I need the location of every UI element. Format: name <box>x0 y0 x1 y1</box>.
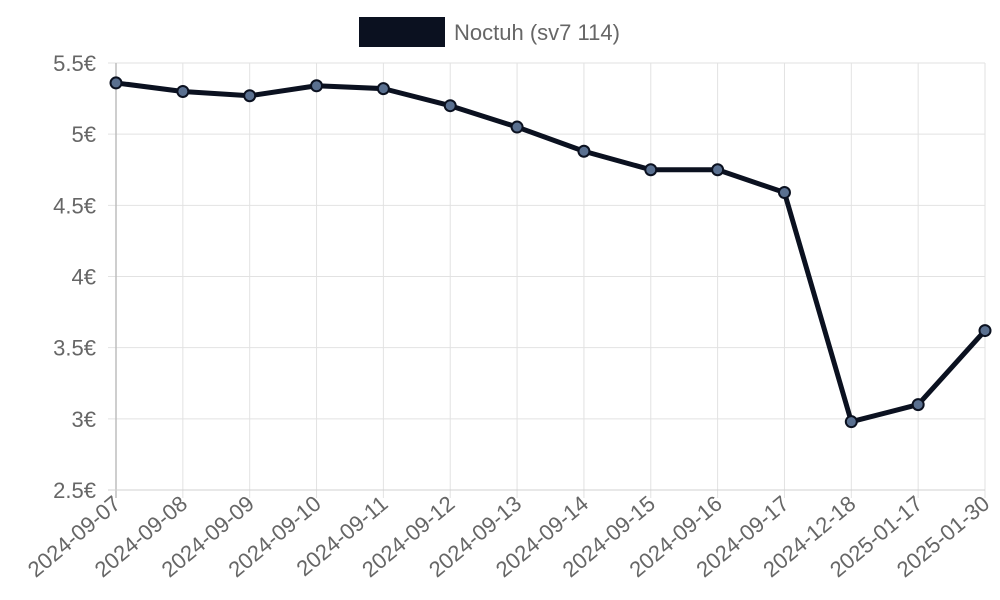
y-tick-label: 3€ <box>72 407 96 432</box>
axes <box>108 63 985 498</box>
series-layer <box>109 76 992 429</box>
grid <box>108 62 986 498</box>
legend-swatch[interactable] <box>359 17 445 47</box>
data-point[interactable] <box>176 84 190 98</box>
data-point[interactable] <box>577 144 591 158</box>
y-axis-ticks: 2.5€ 3€ 3.5€ 4€ 4.5€ 5€ 5.5€ <box>53 51 96 503</box>
legend-label[interactable]: Noctuh (sv7 114) <box>454 20 620 45</box>
y-tick-label: 4.5€ <box>53 193 96 218</box>
data-point[interactable] <box>443 99 457 113</box>
data-point[interactable] <box>510 120 524 134</box>
x-axis-ticks: 2024-09-072024-09-082024-09-092024-09-10… <box>23 491 994 582</box>
data-point[interactable] <box>711 163 725 177</box>
data-point[interactable] <box>844 415 858 429</box>
y-tick-label: 5€ <box>72 122 96 147</box>
legend[interactable]: Noctuh (sv7 114) <box>359 17 620 47</box>
series-line <box>113 80 988 425</box>
data-point[interactable] <box>777 186 791 200</box>
data-point[interactable] <box>376 82 390 96</box>
data-point[interactable] <box>978 324 992 338</box>
data-point[interactable] <box>109 76 123 90</box>
y-tick-label: 4€ <box>72 265 96 290</box>
data-point[interactable] <box>243 89 257 103</box>
data-point[interactable] <box>310 79 324 93</box>
y-tick-label: 2.5€ <box>53 478 96 503</box>
data-point[interactable] <box>911 398 925 412</box>
data-point[interactable] <box>644 163 658 177</box>
y-tick-label: 3.5€ <box>53 336 96 361</box>
y-tick-label: 5.5€ <box>53 51 96 76</box>
